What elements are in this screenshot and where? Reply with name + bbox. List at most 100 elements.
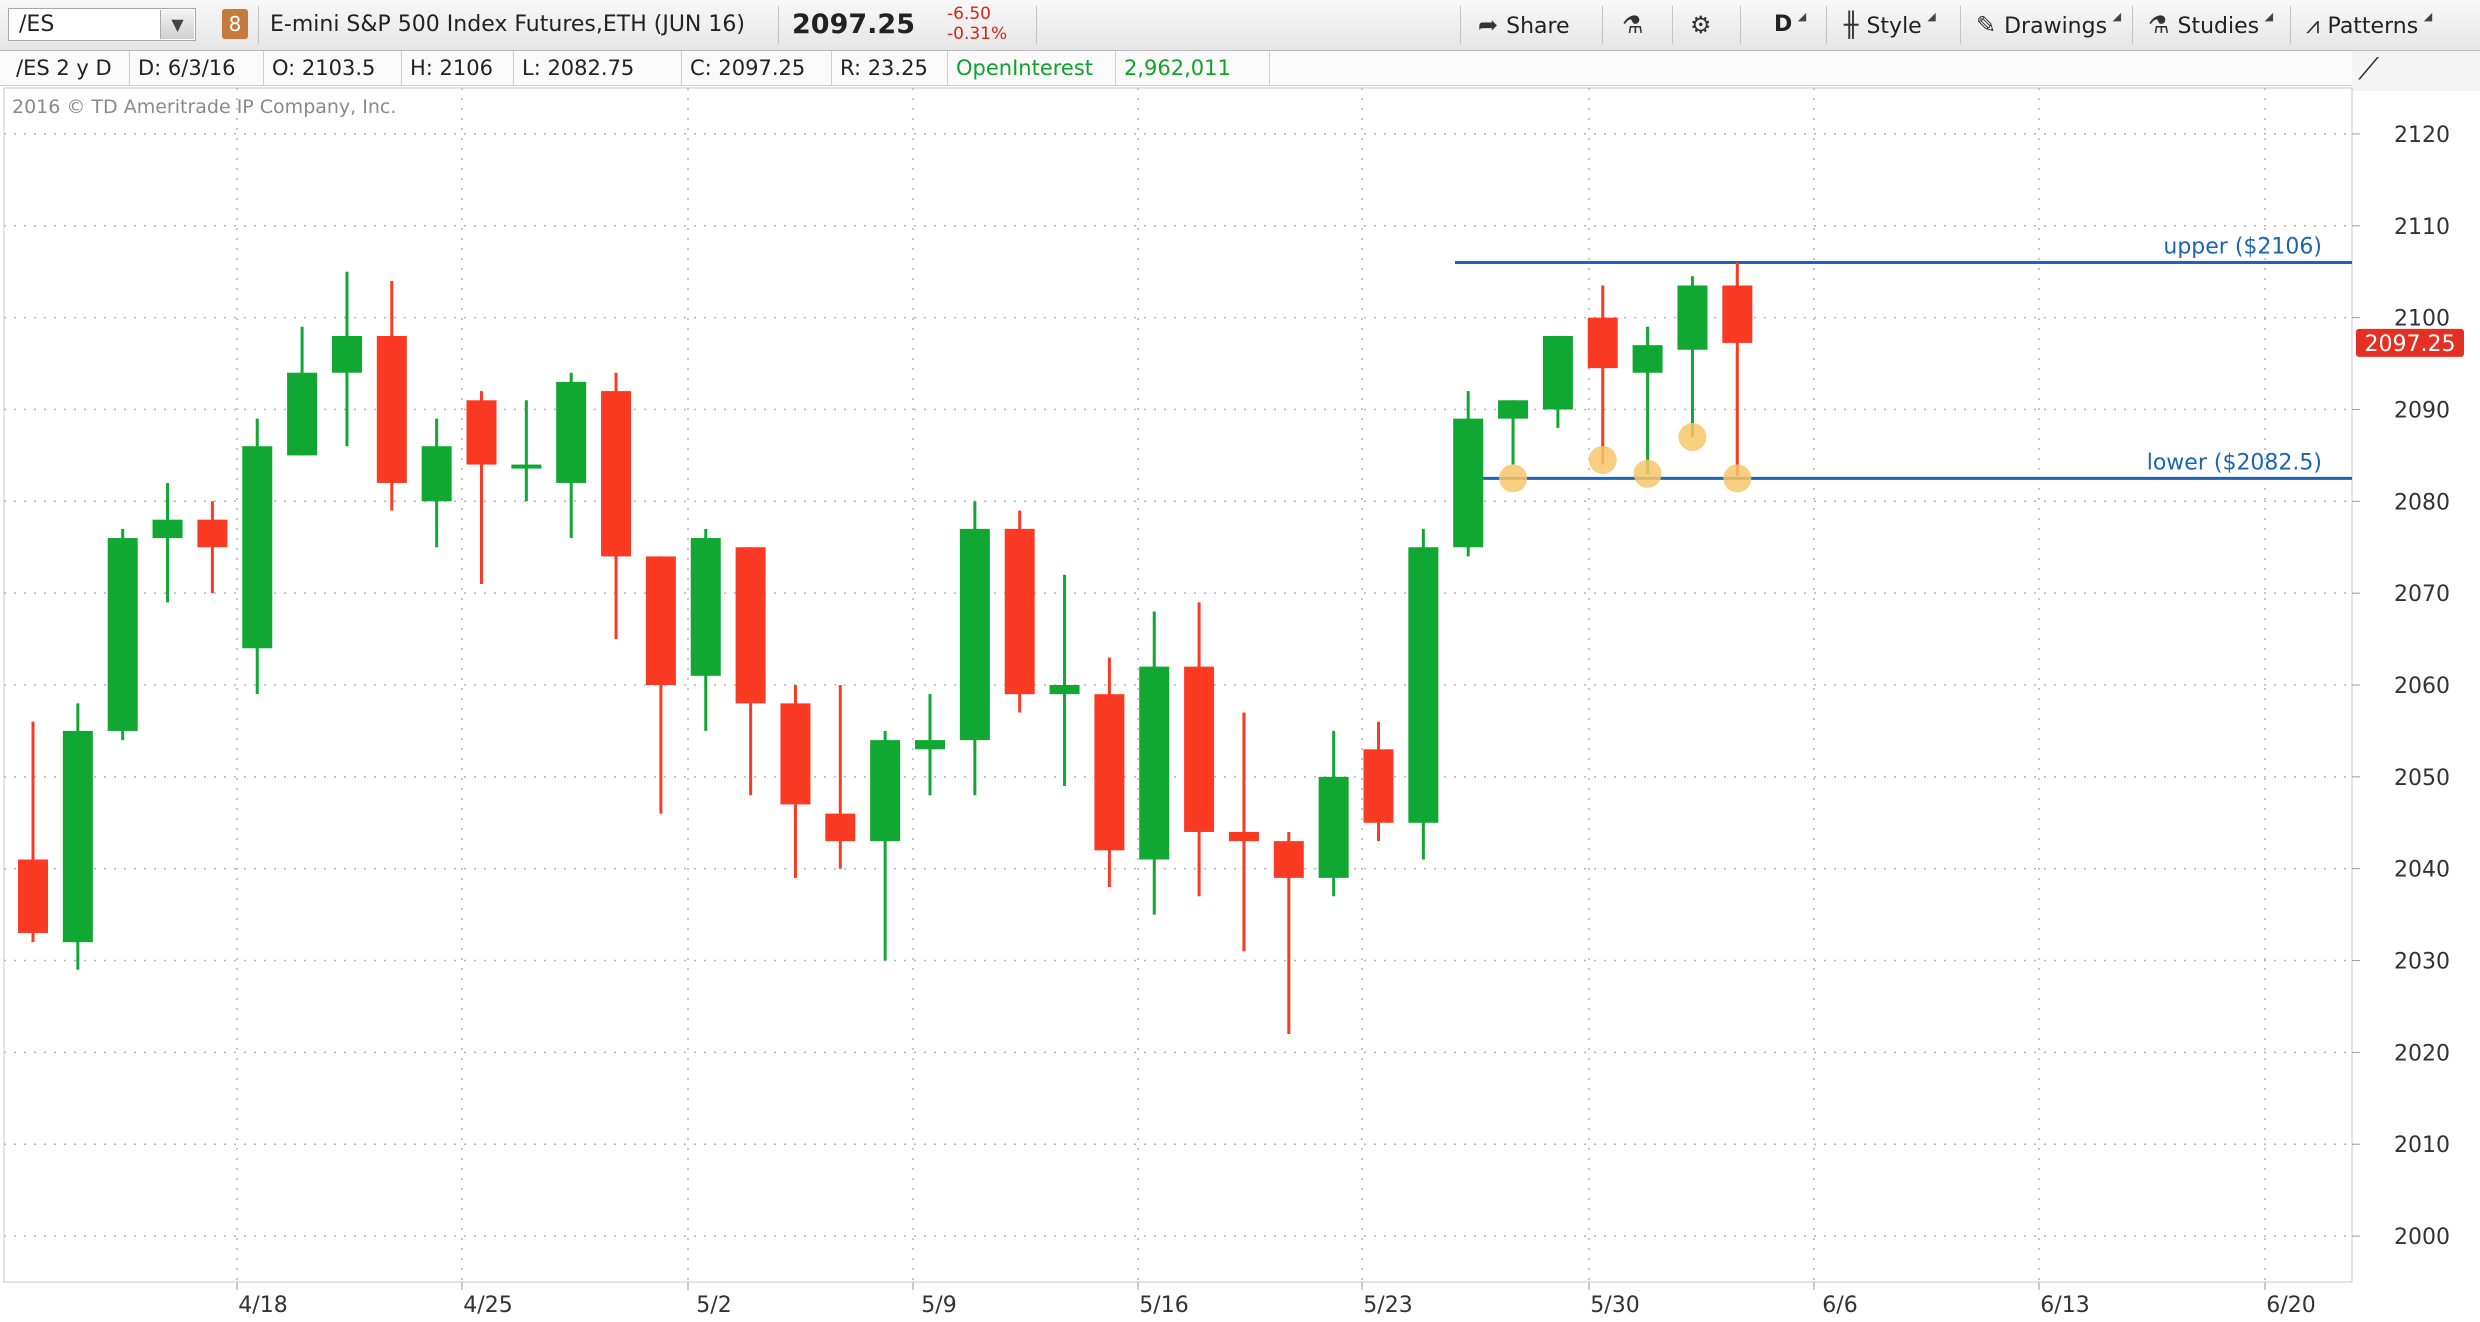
candle[interactable] (645, 556, 676, 814)
drawings-button[interactable]: ✎ Drawings ◢ (1976, 0, 2121, 50)
low-marker (1678, 423, 1707, 452)
y-tick-label: 2120 (2394, 123, 2450, 148)
x-tick-label: 4/25 (463, 1293, 512, 1318)
candle[interactable] (376, 280, 407, 511)
flask-icon: ⚗ (1622, 11, 1644, 39)
candle[interactable] (1049, 574, 1080, 787)
ohlc-info-bar: /ES 2 y D D: 6/3/16 O: 2103.5 H: 2106 L:… (0, 51, 2360, 86)
style-button[interactable]: ╫ Style ◢ (1844, 0, 1936, 50)
x-tick-label: 5/23 (1363, 1293, 1412, 1318)
high-value: H: 2106 (402, 51, 514, 85)
candle[interactable] (735, 547, 766, 796)
candle[interactable] (1273, 831, 1304, 1035)
candle[interactable] (1453, 391, 1484, 557)
candle[interactable] (870, 730, 901, 961)
candle[interactable] (1004, 510, 1035, 713)
candle[interactable] (287, 326, 318, 456)
timeframe-button[interactable]: D ◢ (1774, 0, 1806, 50)
candle[interactable] (1722, 262, 1753, 477)
candle-body-down (197, 519, 228, 548)
candle[interactable] (242, 418, 273, 695)
flask-icon: ⚗ (2148, 11, 2170, 39)
candle[interactable] (1542, 335, 1573, 428)
candle[interactable] (1228, 712, 1259, 952)
studies-label: Studies (2177, 14, 2260, 39)
candle-body-up (421, 446, 452, 502)
candle[interactable] (1363, 721, 1394, 842)
y-tick-label: 2090 (2394, 398, 2450, 423)
candle[interactable] (331, 271, 362, 447)
upper-level-label: upper ($2106) (2163, 235, 2322, 260)
y-tick-label: 2000 (2394, 1225, 2450, 1250)
candle[interactable] (780, 685, 811, 878)
low-marker (1633, 459, 1662, 488)
candles (18, 262, 1753, 1035)
studies-lab-button[interactable]: ⚗ (1622, 0, 1652, 50)
candle[interactable] (1587, 285, 1618, 465)
chevron-down-icon[interactable]: ▼ (160, 10, 194, 39)
dropdown-arrow-icon: ◢ (1927, 10, 1936, 23)
candle[interactable] (1318, 730, 1349, 897)
candle-body-up (1632, 345, 1663, 373)
candle[interactable] (601, 372, 632, 640)
y-tick-label: 2030 (2394, 950, 2450, 975)
settings-button[interactable]: ⚙ (1690, 0, 1720, 50)
candle[interactable] (1632, 326, 1663, 474)
candle[interactable] (1139, 611, 1170, 915)
plot-frame (3, 87, 2353, 1283)
studies-button[interactable]: ⚗ Studies ◢ (2148, 0, 2273, 50)
grid-lines (3, 87, 2353, 1283)
share-button[interactable]: ➦ Share (1478, 0, 1570, 50)
candle-body-up (1318, 776, 1349, 878)
candle[interactable] (1184, 602, 1215, 897)
dropdown-arrow-icon: ◢ (2112, 10, 2122, 23)
candle[interactable] (1498, 400, 1529, 465)
candle[interactable] (511, 400, 542, 502)
net-change: -6.50 (947, 4, 991, 24)
candle-body-down (1273, 841, 1304, 878)
candle-body-down (18, 859, 48, 933)
candle[interactable] (556, 372, 587, 539)
candle-body-down (825, 813, 856, 842)
lower-level-label: lower ($2082.5) (2147, 450, 2322, 475)
last-price-badge-label: 2097.25 (2365, 332, 2456, 357)
link-group-badge[interactable]: 8 (222, 9, 248, 39)
low-marker (1499, 464, 1528, 493)
chart-style-icon[interactable]: ⟋ (2358, 52, 2379, 87)
low-value: L: 2082.75 (514, 51, 682, 85)
candle-body-down (1722, 285, 1753, 343)
last-price: 2097.25 (792, 9, 915, 40)
x-tick-label: 5/30 (1590, 1293, 1639, 1318)
patterns-button[interactable]: ⩘ Patterns ◢ (2306, 0, 2432, 50)
candle-body-up (915, 740, 945, 750)
candle-body-down (1184, 666, 1215, 832)
candle[interactable] (421, 418, 452, 548)
candle[interactable] (1408, 528, 1439, 860)
candle[interactable] (915, 694, 945, 796)
candle[interactable] (107, 528, 138, 741)
candle-body-up (331, 335, 362, 373)
candle[interactable] (18, 721, 48, 943)
symbol-period: /ES 2 y D (8, 51, 130, 85)
axes: 2000 2010 2020 2030 2040 2050 2060 2070 2080 2090… (236, 123, 2464, 1318)
candle[interactable] (466, 391, 497, 584)
candle[interactable] (959, 501, 990, 796)
candle[interactable] (62, 703, 93, 970)
candle-body-down (645, 556, 676, 685)
candle[interactable] (690, 528, 721, 731)
dropdown-arrow-icon: ◢ (1797, 10, 1807, 23)
y-tick-label: 2100 (2394, 307, 2450, 332)
x-tick-label: 6/6 (1822, 1293, 1857, 1318)
range-value: R: 23.25 (832, 51, 948, 85)
candle-body-up (1498, 400, 1529, 419)
candle[interactable] (1094, 657, 1125, 888)
candle[interactable] (825, 685, 856, 869)
candle-body-down (466, 400, 497, 465)
candle[interactable] (152, 482, 183, 603)
open-interest-value: 2,962,011 (1116, 51, 1270, 85)
candle[interactable] (1677, 276, 1708, 438)
candle-body-down (1004, 528, 1035, 695)
dropdown-arrow-icon: ◢ (2264, 10, 2274, 23)
candle[interactable] (197, 501, 228, 594)
